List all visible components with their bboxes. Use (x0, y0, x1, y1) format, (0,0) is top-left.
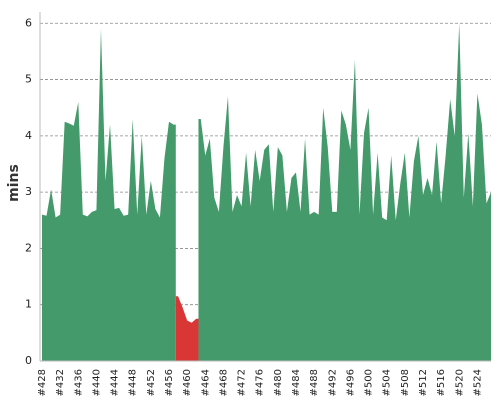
y-tick-label: 4 (25, 129, 32, 142)
y-tick-label: 0 (25, 354, 32, 367)
x-tick-label: #524 (472, 369, 483, 396)
area (175, 296, 199, 361)
x-tick-label: #504 (382, 369, 393, 396)
x-tick-label: #512 (418, 369, 429, 396)
x-tick-label: #436 (73, 369, 84, 396)
x-tick-label: #520 (454, 369, 465, 396)
x-tick-label: #456 (164, 369, 175, 396)
y-tick-label: 5 (25, 73, 32, 86)
x-tick-label: #496 (345, 369, 356, 396)
x-tick-label: #480 (273, 369, 284, 396)
x-tick-label: #484 (291, 369, 302, 396)
x-tick-label: #432 (55, 369, 66, 396)
y-axis-label: mins (6, 164, 22, 202)
area (42, 28, 176, 362)
x-tick-label: #440 (91, 369, 102, 396)
x-tick-label: #464 (200, 369, 211, 396)
y-tick-label: 6 (25, 16, 32, 29)
x-tick-label: #452 (146, 369, 157, 396)
y-tick-label: 1 (25, 298, 32, 311)
x-tick-label: #500 (364, 369, 375, 396)
area (198, 23, 491, 362)
x-tick-label: #516 (436, 369, 447, 396)
x-tick-label: #476 (255, 369, 266, 396)
x-tick-label: #460 (182, 369, 193, 396)
x-tick-label: #428 (37, 369, 48, 396)
x-tick-label: #472 (237, 369, 248, 396)
x-tick-label: #448 (128, 369, 139, 396)
x-tick-label: #508 (400, 369, 411, 396)
x-tick-label: #468 (218, 369, 229, 396)
y-tick-label: 2 (25, 241, 32, 254)
x-tick-label: #444 (110, 369, 121, 396)
x-tick-label: #488 (309, 369, 320, 396)
x-tick-label: #492 (327, 369, 338, 396)
y-tick-label: 3 (25, 185, 32, 198)
